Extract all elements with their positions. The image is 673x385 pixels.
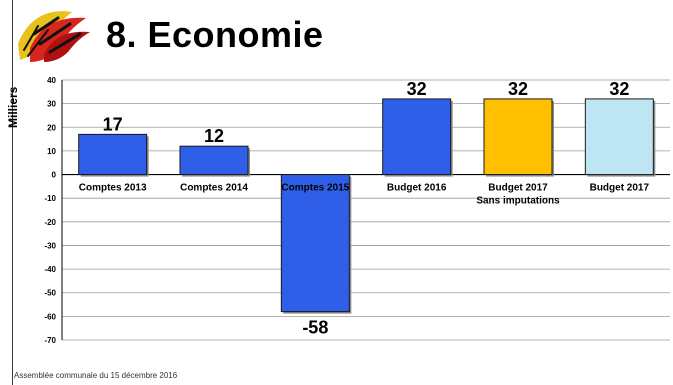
y-tick-label: 30 [47, 100, 56, 109]
commune-logo-icon [18, 11, 90, 62]
bar [483, 98, 553, 176]
y-tick-label: 10 [47, 147, 56, 156]
footer-note: Assemblée communale du 15 décembre 2016 [14, 371, 178, 380]
y-tick-label: -10 [44, 194, 56, 203]
bar [382, 98, 452, 176]
category-label: Comptes 2014 [180, 183, 248, 194]
data-label: 32 [508, 79, 528, 99]
data-label: 32 [407, 79, 427, 99]
data-label: 12 [204, 126, 224, 146]
data-label: 17 [103, 114, 123, 134]
page-title: 8. Economie [106, 14, 324, 55]
left-border-rule [12, 0, 13, 385]
category-sublabel: Sans imputations [476, 196, 560, 207]
y-tick-label: -20 [44, 218, 56, 227]
y-tick-label: -50 [44, 289, 56, 298]
y-tick-label: -60 [44, 312, 56, 321]
bar [584, 98, 654, 176]
bar [78, 133, 148, 176]
category-label: Comptes 2015 [281, 183, 349, 194]
category-label: Comptes 2013 [79, 183, 147, 194]
y-tick-label: 0 [52, 171, 57, 180]
bar [280, 174, 350, 313]
y-tick-label: -30 [44, 241, 56, 250]
category-label: Budget 2017 [590, 183, 650, 194]
y-tick-label: 20 [47, 123, 56, 132]
y-tick-label: -70 [44, 336, 56, 345]
data-label: 32 [609, 79, 629, 99]
y-tick-label: -40 [44, 265, 56, 274]
category-label: Budget 2016 [387, 183, 447, 194]
bar [179, 145, 249, 176]
y-tick-label: 40 [47, 76, 56, 85]
data-label: -58 [302, 318, 328, 338]
category-label: Budget 2017 [488, 183, 548, 194]
